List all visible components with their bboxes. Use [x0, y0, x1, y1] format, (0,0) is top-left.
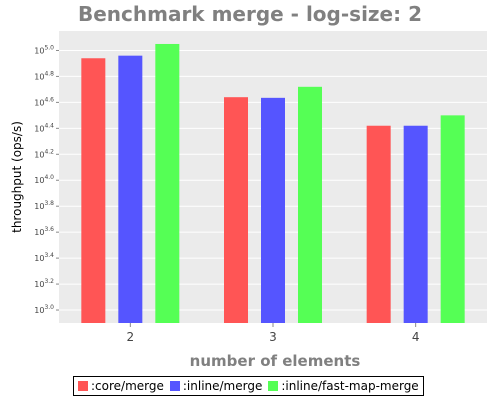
- bar: [224, 97, 248, 323]
- y-tick-base: 10: [34, 228, 44, 237]
- y-tick-exponent: 3.2: [44, 278, 54, 285]
- bar: [118, 55, 143, 323]
- y-tick-label: 103.8: [34, 200, 54, 211]
- bar: [403, 125, 428, 323]
- y-tick-exponent: 3.4: [44, 252, 54, 259]
- y-tick-exponent: 4.4: [44, 122, 54, 129]
- x-tick-label: 2: [127, 330, 135, 344]
- bar: [366, 125, 391, 323]
- legend-label: :inline/fast-map-merge: [281, 379, 419, 393]
- y-tick-base: 10: [34, 98, 44, 107]
- y-axis-ticks: 103.0103.2103.4103.6103.8104.0104.2104.4…: [34, 44, 59, 315]
- y-axis-label: throughput (ops/s): [10, 121, 24, 233]
- bar: [261, 97, 285, 323]
- y-tick-label: 104.4: [34, 122, 54, 133]
- y-tick-base: 10: [34, 280, 44, 289]
- legend-item: :inline/fast-map-merge: [268, 379, 419, 393]
- y-tick-base: 10: [34, 176, 44, 185]
- legend: :core/merge :inline/merge :inline/fast-map…: [73, 376, 424, 396]
- y-tick-label: 104.2: [34, 148, 54, 159]
- y-tick-base: 10: [34, 124, 44, 133]
- bar-chart: 103.0103.2103.4103.6103.8104.0104.2104.4…: [10, 31, 487, 370]
- legend-swatch: [78, 381, 88, 391]
- chart-title: Benchmark merge - log-size: 2: [77, 2, 423, 26]
- y-tick-label: 104.8: [34, 70, 54, 81]
- y-tick-base: 10: [34, 46, 44, 55]
- y-tick-label: 105.0: [34, 44, 54, 55]
- bar: [81, 58, 106, 324]
- bar: [155, 43, 180, 323]
- legend-label: :inline/merge: [182, 379, 263, 393]
- x-tick-label: 3: [269, 330, 277, 344]
- y-tick-exponent: 3.8: [44, 200, 54, 207]
- y-tick-exponent: 3.6: [44, 226, 54, 233]
- x-axis-label: number of elements: [190, 352, 361, 370]
- legend-item: :core/merge: [78, 379, 164, 393]
- y-tick-label: 104.6: [34, 96, 54, 107]
- y-tick-exponent: 4.2: [44, 148, 54, 155]
- y-tick-base: 10: [34, 254, 44, 263]
- y-tick-base: 10: [34, 72, 44, 81]
- legend-swatch: [268, 381, 279, 391]
- y-tick-base: 10: [34, 306, 44, 315]
- y-tick-label: 103.2: [34, 278, 54, 289]
- bar: [298, 86, 322, 323]
- y-tick-label: 103.4: [34, 252, 54, 263]
- y-tick-label: 104.0: [34, 174, 54, 185]
- legend-swatch: [169, 381, 180, 391]
- x-tick-label: 4: [412, 330, 420, 344]
- y-tick-exponent: 4.8: [44, 70, 54, 77]
- y-tick-exponent: 4.0: [44, 174, 54, 181]
- y-tick-label: 103.0: [34, 304, 54, 315]
- y-tick-exponent: 5.0: [44, 44, 54, 51]
- y-tick-exponent: 3.0: [44, 304, 54, 311]
- y-tick-exponent: 4.6: [44, 96, 54, 103]
- x-axis-ticks: 2 3 4: [127, 323, 420, 344]
- y-tick-base: 10: [34, 202, 44, 211]
- y-tick-base: 10: [34, 150, 44, 159]
- y-tick-label: 103.6: [34, 226, 54, 237]
- legend-label: :core/merge: [91, 379, 164, 393]
- bar: [440, 115, 465, 323]
- bars: [81, 43, 465, 324]
- legend-item: :inline/merge: [169, 379, 263, 393]
